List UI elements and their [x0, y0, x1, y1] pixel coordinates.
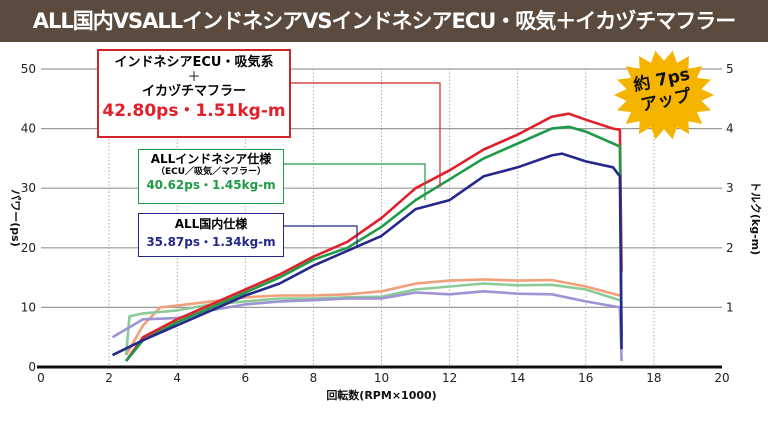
x-tick-label: 18	[646, 371, 661, 385]
legend-box-blue: ALL国内仕様 35.87ps・1.34kg-m	[138, 213, 284, 257]
leader-blue	[282, 225, 358, 248]
y2-tick-label: 1	[726, 300, 734, 314]
x-tick-label: 20	[714, 371, 729, 385]
legend-blue-value: 35.87ps・1.34kg-m	[146, 235, 276, 249]
y2-tick-label: 4	[726, 122, 734, 136]
series-torque-orange	[124, 278, 621, 356]
legend-green-line1: ALLインドネシア仕様	[150, 152, 272, 166]
y2-tick-label: 5	[726, 62, 734, 76]
y2-tick-label: 2	[726, 241, 734, 255]
y-tick-label: 20	[21, 241, 36, 255]
legend-blue-line1: ALL国内仕様	[174, 217, 248, 231]
y-tick-label: 30	[21, 181, 36, 195]
y-tick-label: 50	[21, 62, 36, 76]
x-axis-label: 回転数(RPM×1000)	[326, 388, 436, 402]
starburst-badge	[614, 50, 714, 140]
x-tick-label: 2	[105, 371, 113, 385]
legend-red-value: 42.80ps・1.51kg-m	[102, 100, 286, 121]
y-axis-label: パワー(ps)	[9, 189, 22, 246]
leader-green	[282, 163, 426, 200]
legend-red-plus: ＋	[187, 70, 201, 86]
y-tick-label: 10	[21, 300, 36, 314]
x-tick-label: 14	[510, 371, 525, 385]
series-power-red	[125, 112, 623, 362]
legend-green-line2: （ECU／吸気／マフラー）	[155, 167, 267, 177]
legend-red-line2: イカヅチマフラー	[141, 84, 246, 100]
x-tick-label: 10	[374, 371, 389, 385]
x-tick-label: 6	[241, 371, 249, 385]
x-tick-label: 0	[37, 371, 45, 385]
series-power-blue	[111, 152, 623, 357]
chart-title: ALL国内VSALLインドネシアVSインドネシアECU・吸気＋イカヅチマフラー	[0, 0, 768, 42]
x-tick-label: 4	[173, 371, 181, 385]
x-tick-label: 8	[310, 371, 318, 385]
leader-red	[287, 82, 441, 187]
y2-tick-label: 3	[726, 181, 734, 195]
y-tick-label: 40	[21, 122, 36, 136]
series-torque-lavender	[111, 290, 623, 362]
x-tick-label: 12	[442, 371, 457, 385]
y-tick-label: 0	[28, 360, 36, 374]
legend-box-green: ALLインドネシア仕様 （ECU／吸気／マフラー） 40.62ps・1.45kg…	[138, 149, 284, 204]
series-power-green	[125, 125, 623, 362]
legend-green-value: 40.62ps・1.45kg-m	[146, 178, 276, 193]
y2-axis-label: トルク(kg-m)	[749, 181, 762, 255]
x-tick-label: 16	[578, 371, 593, 385]
legend-box-red: インドネシアECU・吸気系 ＋ イカヅチマフラー 42.80ps・1.51kg-…	[97, 49, 291, 138]
legend-red-line1: インドネシアECU・吸気系	[114, 55, 274, 70]
